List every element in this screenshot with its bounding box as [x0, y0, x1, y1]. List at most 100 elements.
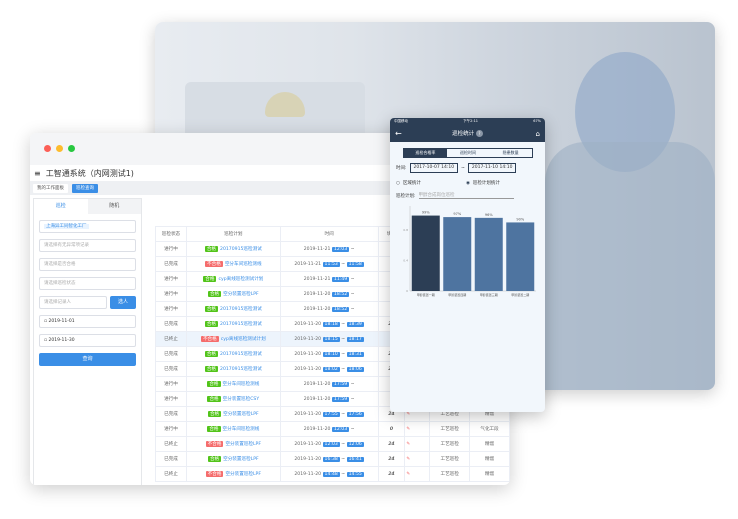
- status-bar: 中国移动 下午2:11 67%: [390, 118, 545, 126]
- plan-link[interactable]: 空分车间巡检测线: [224, 262, 262, 267]
- qualified-select[interactable]: 请选择是否合格: [39, 258, 136, 271]
- tab-dashboard[interactable]: 我的工作面板: [33, 183, 68, 193]
- plan-link[interactable]: cyp离线巡检测试计划: [218, 277, 264, 282]
- status-cell: 进行中: [155, 376, 187, 392]
- segment-hazards[interactable]: 隐患数量: [502, 150, 519, 155]
- status-text: 已终止: [164, 442, 178, 447]
- date-from-value: 2019-11-01: [48, 319, 75, 324]
- y-tick-label: 0.4: [403, 259, 408, 263]
- plan-link[interactable]: 20170915巡检测试: [220, 247, 262, 252]
- company-select[interactable]: 上海异工同智化工厂: [39, 220, 136, 233]
- radio-plan[interactable]: ◉: [465, 180, 470, 186]
- start-time: 18:02: [322, 366, 340, 372]
- bar[interactable]: [506, 222, 535, 291]
- bar[interactable]: [474, 217, 503, 291]
- start-time: 18:15: [322, 336, 340, 342]
- plan-link[interactable]: 20170915巡检测试: [220, 307, 262, 312]
- edit-icon[interactable]: ✎: [406, 411, 411, 417]
- result-badge: 不合格: [205, 471, 224, 477]
- query-button[interactable]: 查询: [39, 353, 136, 366]
- status-select[interactable]: 请选择巡检状态: [39, 277, 136, 290]
- table-row[interactable]: 进行中 合格 空分车间巡检测线 2019-11-20 12:03 ~ 0 ✎ 工艺…: [155, 421, 510, 437]
- time-cell: 2019-11-20 18:18 ~ 18:39: [279, 316, 379, 332]
- plan-link[interactable]: 空分车间巡检测线: [222, 427, 260, 432]
- fill-value: 24: [388, 441, 395, 447]
- table-row[interactable]: 已终止 不合格 空分装置巡检LPF 2019-11-20 12:03 ~ 12:0…: [155, 436, 510, 452]
- bar-value-label: 96%: [485, 213, 493, 217]
- date-to-input[interactable]: ▫ 2019-11-30: [39, 334, 136, 347]
- area-text: 精馏: [484, 472, 495, 477]
- plan-link[interactable]: 20170915巡检测试: [220, 352, 262, 357]
- date-to[interactable]: 2017-11-10 14:10: [467, 163, 517, 173]
- table-row[interactable]: 已完成 合格 空分装置巡检LPF 2019-11-20 16:38 ~ 16:41…: [155, 451, 510, 467]
- plan-link[interactable]: 20170915巡检测试: [220, 322, 262, 327]
- menu-icon[interactable]: ≡: [34, 168, 41, 178]
- time-cell: 2019-11-20 17:59 ~: [279, 376, 379, 392]
- x-tick-label: 甲醇装置二期: [511, 292, 529, 297]
- maximize-icon[interactable]: [68, 145, 75, 152]
- time-cell: 2019-11-20 18:15 ~ 18:17: [279, 331, 379, 347]
- x-tick-label: 甲醇装置三期: [480, 292, 498, 297]
- result-badge: 合格: [207, 426, 221, 432]
- clock: 下午2:11: [463, 119, 479, 123]
- type-text: 工艺巡检: [440, 427, 459, 432]
- edit-icon[interactable]: ✎: [406, 456, 411, 462]
- date-from-input[interactable]: ▫ 2019-11-01: [39, 315, 136, 328]
- end-time: 11:58: [346, 261, 364, 267]
- fill-cell: 24: [377, 466, 406, 482]
- area-text: 气化工段: [480, 427, 499, 432]
- tab-inspection[interactable]: 巡检: [34, 199, 88, 214]
- status-text: 已完成: [164, 322, 178, 327]
- result-badge: 合格: [207, 411, 222, 417]
- date: 2019-11-20: [303, 306, 331, 312]
- status-cell: 进行中: [155, 301, 187, 317]
- date: 2019-11-20: [294, 336, 322, 342]
- help-icon[interactable]: ?: [475, 130, 483, 137]
- time-cell: 2019-11-20 16:38 ~ 16:41: [279, 451, 379, 467]
- close-icon[interactable]: [44, 145, 51, 152]
- plan-link[interactable]: 空分装置巡检LPF: [223, 457, 259, 462]
- plan-link[interactable]: 空分装置巡检LPF: [223, 412, 259, 417]
- date: 2019-11-20: [303, 426, 331, 432]
- radio-area[interactable]: ○: [396, 180, 400, 186]
- edit-icon[interactable]: ✎: [406, 441, 411, 447]
- col-status-label: 巡检状态: [161, 232, 181, 237]
- plan-link[interactable]: 空分装置巡检CSY: [222, 397, 260, 402]
- tab-inspection-query[interactable]: 巡检查询: [72, 183, 98, 193]
- plan-link[interactable]: 空分装置巡检LPF: [225, 442, 261, 447]
- type-cell: 工艺巡检: [429, 451, 471, 467]
- result-badge: 不合格: [200, 336, 219, 342]
- status-text: 已终止: [164, 337, 178, 342]
- home-icon[interactable]: ⌂: [535, 130, 540, 138]
- start-time: 11:49: [331, 276, 350, 282]
- back-arrow-icon[interactable]: ←: [395, 129, 402, 138]
- start-time: 12:03: [331, 246, 350, 252]
- tab-random[interactable]: 随机: [87, 199, 141, 214]
- minimize-icon[interactable]: [56, 145, 63, 152]
- background-photo: [155, 22, 715, 390]
- edit-icon[interactable]: ✎: [406, 426, 411, 432]
- plan-link[interactable]: 空分车间巡检测线: [222, 382, 260, 387]
- date-from[interactable]: 2017-10-07 14:10: [409, 163, 459, 173]
- plan-link[interactable]: 空分装置巡检LPF: [223, 292, 259, 297]
- bar[interactable]: [411, 215, 440, 291]
- abnormal-select[interactable]: 请选择有无异常项记录: [39, 239, 136, 252]
- table-row[interactable]: 已终止 不合格 空分装置巡检LPF 2019-11-20 14:48 ~ 14:5…: [155, 466, 510, 482]
- status-cell: 已完成: [155, 256, 187, 272]
- bar[interactable]: [443, 217, 472, 291]
- status-cell: 已完成: [155, 361, 187, 377]
- date: 2019-11-20: [294, 351, 322, 357]
- plan-link[interactable]: 空分装置巡检LPF: [225, 472, 261, 477]
- result-badge: 合格: [207, 381, 221, 387]
- recorder-input[interactable]: 请选择记录人: [39, 296, 107, 309]
- result-badge: 合格: [203, 276, 217, 282]
- plan-link[interactable]: cyp离线巡检测试计划: [220, 337, 266, 342]
- time-cell: 2019-11-20 17:55 ~ 17:56: [279, 406, 379, 422]
- segment-pass-rate[interactable]: 巡检合格率: [404, 149, 447, 157]
- plan-input[interactable]: 甲醇合成岗位巡检: [418, 192, 514, 199]
- time-cell: 2019-11-20 18:02 ~ 18:06: [279, 361, 379, 377]
- select-person-button[interactable]: 选人: [110, 296, 136, 309]
- segment-time[interactable]: 巡检时间: [460, 150, 476, 155]
- edit-icon[interactable]: ✎: [406, 471, 411, 477]
- plan-link[interactable]: 20170915巡检测试: [220, 367, 262, 372]
